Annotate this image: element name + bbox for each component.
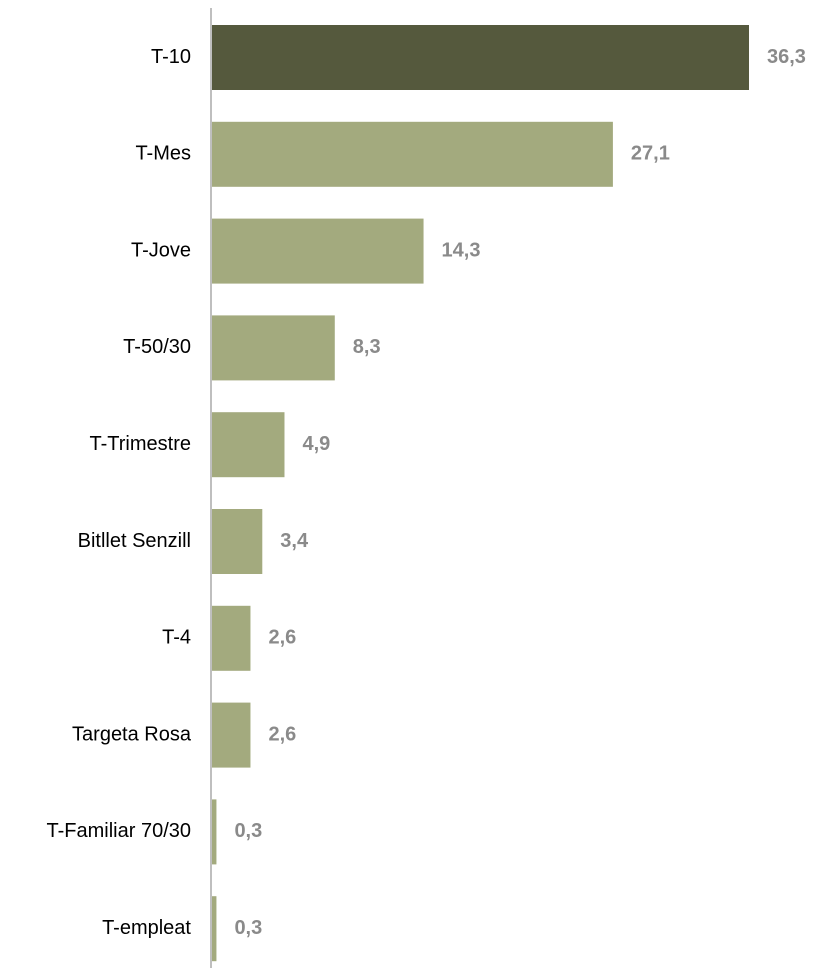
bars-group [212, 25, 749, 962]
bar-bitllet-senzill [212, 509, 263, 574]
bar-t-trimestre [212, 412, 285, 478]
bar-targeta-rosa [212, 702, 251, 768]
category-label: Targeta Rosa [72, 723, 192, 745]
category-label: T-Jove [131, 239, 191, 261]
bar-t-empleat [212, 896, 217, 962]
value-label: 0,3 [234, 820, 262, 842]
bar-t-50-30 [212, 315, 335, 381]
category-label: T-4 [162, 627, 191, 649]
category-label: Bitllet Senzill [78, 530, 191, 552]
bar-t-familiar-70-30 [212, 799, 217, 865]
value-label: 14,3 [442, 239, 481, 261]
value-label: 4,9 [302, 433, 330, 455]
bar-t-10 [212, 25, 749, 90]
category-label: T-Familiar 70/30 [47, 820, 192, 842]
value-label: 2,6 [268, 723, 296, 745]
value-label: 3,4 [280, 530, 309, 552]
value-label: 36,3 [767, 46, 806, 68]
value-label: 8,3 [353, 336, 381, 358]
value-label: 2,6 [268, 627, 296, 649]
bar-t-jove [212, 218, 424, 284]
category-label: T-Trimestre [90, 433, 191, 455]
category-label: T-Mes [135, 143, 191, 165]
bar-t-mes [212, 121, 613, 187]
category-labels-group: T-10 T-Mes T-Jove T-50/30 T-Trimestre Bitllet… [47, 46, 192, 939]
bar-t-4 [212, 605, 251, 671]
category-label: T-empleat [102, 917, 191, 939]
value-labels-group: 36,3 27,1 14,3 8,3 4,9 3,4 2,6 2,6 0,3 0,3 [234, 46, 805, 939]
value-label: 0,3 [234, 917, 262, 939]
category-label: T-10 [151, 46, 191, 68]
category-label: T-50/30 [123, 336, 191, 358]
value-label: 27,1 [631, 143, 670, 165]
